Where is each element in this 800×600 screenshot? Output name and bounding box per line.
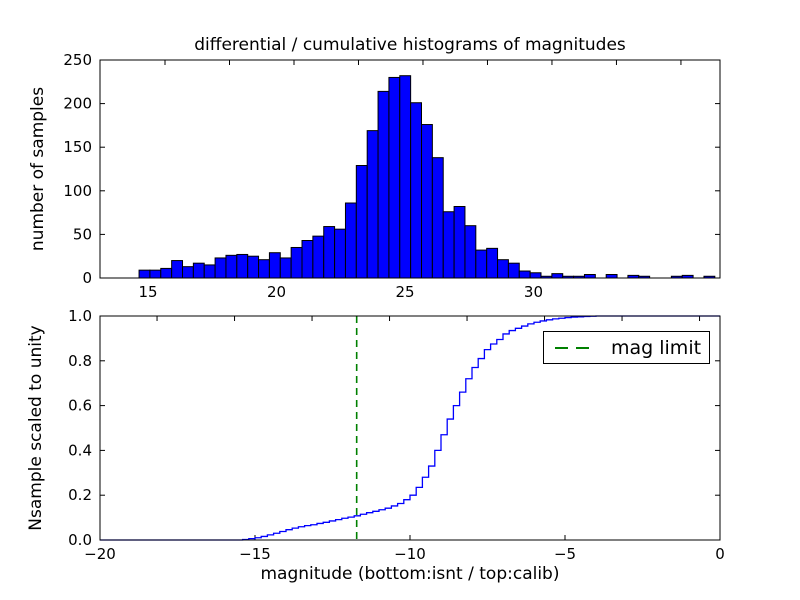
histogram-bar xyxy=(605,274,618,279)
histogram-bar xyxy=(225,254,238,279)
bottom-axes-frame xyxy=(99,315,721,541)
y-tick-label: 200 xyxy=(63,95,92,113)
y-tick-label: 100 xyxy=(63,182,92,200)
histogram-bar xyxy=(290,246,303,279)
histogram-bar xyxy=(421,124,433,279)
histogram-bar xyxy=(497,259,509,279)
top-axes-frame xyxy=(99,59,721,279)
histogram-bar xyxy=(344,202,357,279)
cumulative-curve xyxy=(100,315,720,541)
histogram-bar xyxy=(388,76,401,279)
histogram-bar xyxy=(410,102,423,279)
y-tick-label: 0.2 xyxy=(68,486,92,504)
x-tick-label: −10 xyxy=(394,545,426,563)
y-tick-label: 0.4 xyxy=(68,441,92,459)
histogram-bar xyxy=(279,257,292,279)
x-tick-label: −15 xyxy=(239,545,271,563)
y-tick-label: 50 xyxy=(73,225,92,243)
x-tick-label: 15 xyxy=(139,283,158,301)
x-tick-label: −20 xyxy=(84,545,116,563)
histogram-bar xyxy=(399,75,412,279)
histogram-bar xyxy=(355,165,368,279)
histogram-bar xyxy=(138,269,151,279)
y-tick-label: 0.0 xyxy=(68,531,92,549)
histogram-bar xyxy=(529,272,542,279)
histogram-bar xyxy=(377,90,390,279)
histogram-bar xyxy=(442,211,455,279)
legend: mag limit xyxy=(543,331,710,364)
histogram-bar xyxy=(192,262,205,279)
x-tick-label: 25 xyxy=(395,283,414,301)
histogram-bar xyxy=(486,247,499,279)
top-histogram-panel: 0 50 100 150 200 250 15 20 25 30 xyxy=(63,51,721,301)
bottom-cumulative-panel: 0.0 0.2 0.4 0.6 0.8 1.0 −20 −15 −10 −5 0 xyxy=(68,307,725,563)
histogram-bar xyxy=(301,240,314,279)
histogram-bar xyxy=(518,270,531,279)
histogram-bar xyxy=(464,225,477,279)
histogram-bar xyxy=(203,264,216,279)
histogram-bar xyxy=(507,262,520,279)
x-tick-label: −5 xyxy=(554,545,576,563)
histogram-bar xyxy=(258,259,270,279)
histogram-bar xyxy=(236,253,249,279)
histogram-bar xyxy=(583,274,596,279)
histogram-bar xyxy=(431,157,444,279)
bottom-y-axis-label: Nsample scaled to unity xyxy=(26,325,46,531)
histogram-bar xyxy=(334,228,346,279)
x-tick-label: 30 xyxy=(524,283,543,301)
histogram-bar xyxy=(323,226,336,279)
y-tick-label: 0.6 xyxy=(68,397,92,415)
histogram-bar xyxy=(160,267,173,279)
top-y-axis-label: number of samples xyxy=(28,86,48,252)
histogram-bar xyxy=(268,252,281,279)
histogram-bar xyxy=(247,255,260,279)
histogram-bar xyxy=(149,269,162,279)
y-tick-label: 0.8 xyxy=(68,352,92,370)
legend-dash-sample xyxy=(555,346,597,349)
legend-label: mag limit xyxy=(611,336,702,359)
y-tick-label: 1.0 xyxy=(68,307,92,325)
histogram-bar xyxy=(182,266,194,279)
histogram-bar xyxy=(312,235,325,279)
histogram-bar xyxy=(171,260,184,279)
y-tick-label: 150 xyxy=(63,138,92,156)
x-axis-label: magnitude (bottom:isnt / top:calib) xyxy=(260,564,560,584)
chart-title: differential / cumulative histograms of … xyxy=(194,35,626,55)
histogram-bar xyxy=(214,257,227,279)
x-tick-label: 0 xyxy=(715,545,725,563)
histogram-bar xyxy=(453,206,466,279)
y-tick-label: 250 xyxy=(63,51,92,69)
histogram-bar xyxy=(366,130,379,279)
histogram-bar xyxy=(475,249,488,279)
histogram-bar xyxy=(551,273,564,279)
top-histogram-bars xyxy=(138,75,716,279)
y-tick-label: 0 xyxy=(82,269,92,287)
x-tick-label: 20 xyxy=(267,283,286,301)
